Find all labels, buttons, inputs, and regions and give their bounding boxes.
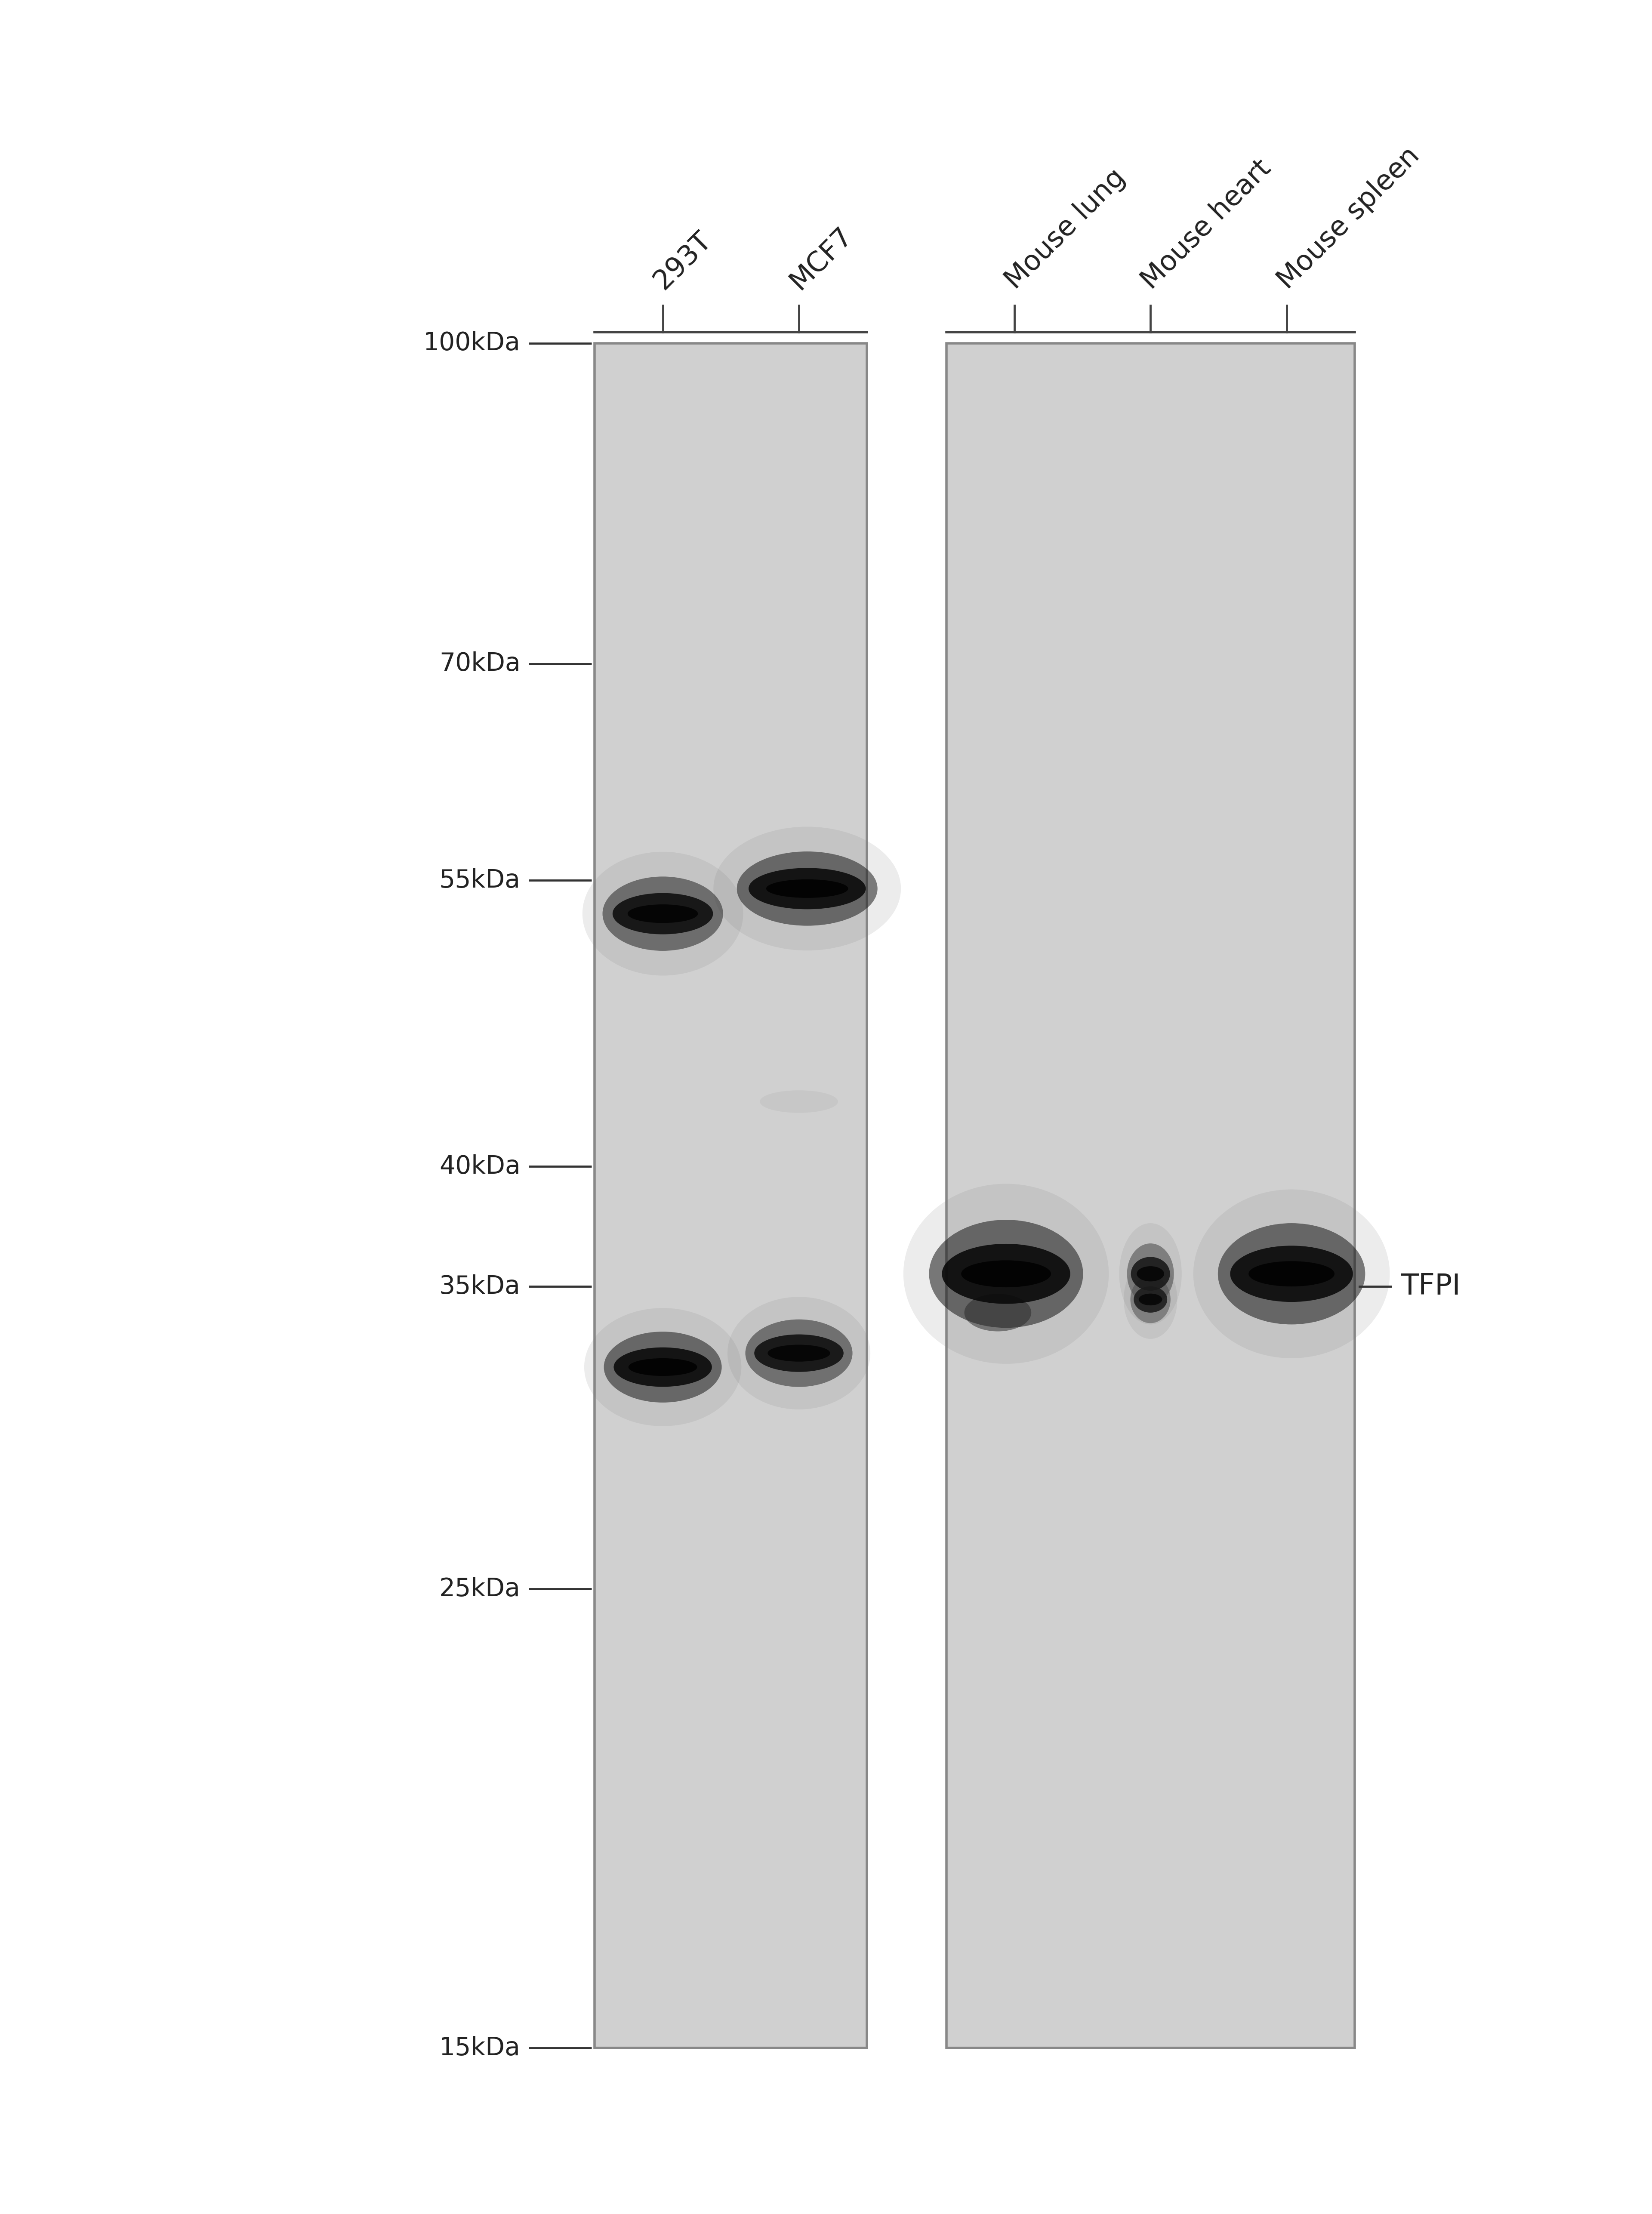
Ellipse shape (942, 1244, 1070, 1304)
Text: 70kDa: 70kDa (439, 651, 520, 675)
Text: 15kDa: 15kDa (439, 2035, 520, 2061)
Ellipse shape (768, 1344, 831, 1362)
Ellipse shape (727, 1297, 871, 1410)
Text: Mouse lung: Mouse lung (1001, 164, 1130, 294)
Ellipse shape (745, 1320, 852, 1386)
Ellipse shape (760, 1089, 838, 1114)
Ellipse shape (714, 826, 900, 950)
Text: Mouse heart: Mouse heart (1137, 155, 1277, 294)
Text: 40kDa: 40kDa (439, 1153, 520, 1178)
Ellipse shape (767, 879, 847, 899)
Ellipse shape (1137, 1266, 1165, 1282)
Ellipse shape (1132, 1258, 1170, 1291)
Ellipse shape (748, 868, 866, 910)
Ellipse shape (1218, 1222, 1365, 1324)
Text: MCF7: MCF7 (785, 221, 857, 294)
Bar (595, 343, 867, 2048)
Ellipse shape (1127, 1244, 1175, 1304)
Ellipse shape (755, 1335, 844, 1373)
Bar (947, 343, 1355, 2048)
Ellipse shape (737, 852, 877, 925)
Ellipse shape (1249, 1262, 1335, 1286)
Text: TFPI: TFPI (1401, 1273, 1460, 1302)
Ellipse shape (961, 1260, 1051, 1286)
Ellipse shape (1118, 1222, 1181, 1324)
Ellipse shape (965, 1293, 1031, 1331)
Text: 100kDa: 100kDa (423, 330, 520, 356)
Ellipse shape (1138, 1293, 1161, 1306)
Ellipse shape (605, 1331, 722, 1401)
Ellipse shape (603, 877, 724, 950)
Ellipse shape (613, 892, 714, 934)
Ellipse shape (1231, 1246, 1353, 1302)
Text: 35kDa: 35kDa (439, 1275, 520, 1300)
Ellipse shape (613, 1348, 712, 1386)
Ellipse shape (585, 1308, 742, 1426)
Ellipse shape (928, 1220, 1084, 1328)
Ellipse shape (1130, 1275, 1171, 1324)
Ellipse shape (1193, 1189, 1389, 1357)
Ellipse shape (628, 1357, 697, 1375)
Ellipse shape (904, 1184, 1108, 1364)
Ellipse shape (628, 903, 697, 923)
Ellipse shape (1123, 1260, 1178, 1339)
Text: 55kDa: 55kDa (439, 868, 520, 892)
Text: Mouse spleen: Mouse spleen (1272, 142, 1424, 294)
Ellipse shape (1133, 1286, 1168, 1313)
Text: 25kDa: 25kDa (439, 1576, 520, 1601)
Ellipse shape (583, 852, 743, 976)
Text: 293T: 293T (649, 226, 717, 294)
